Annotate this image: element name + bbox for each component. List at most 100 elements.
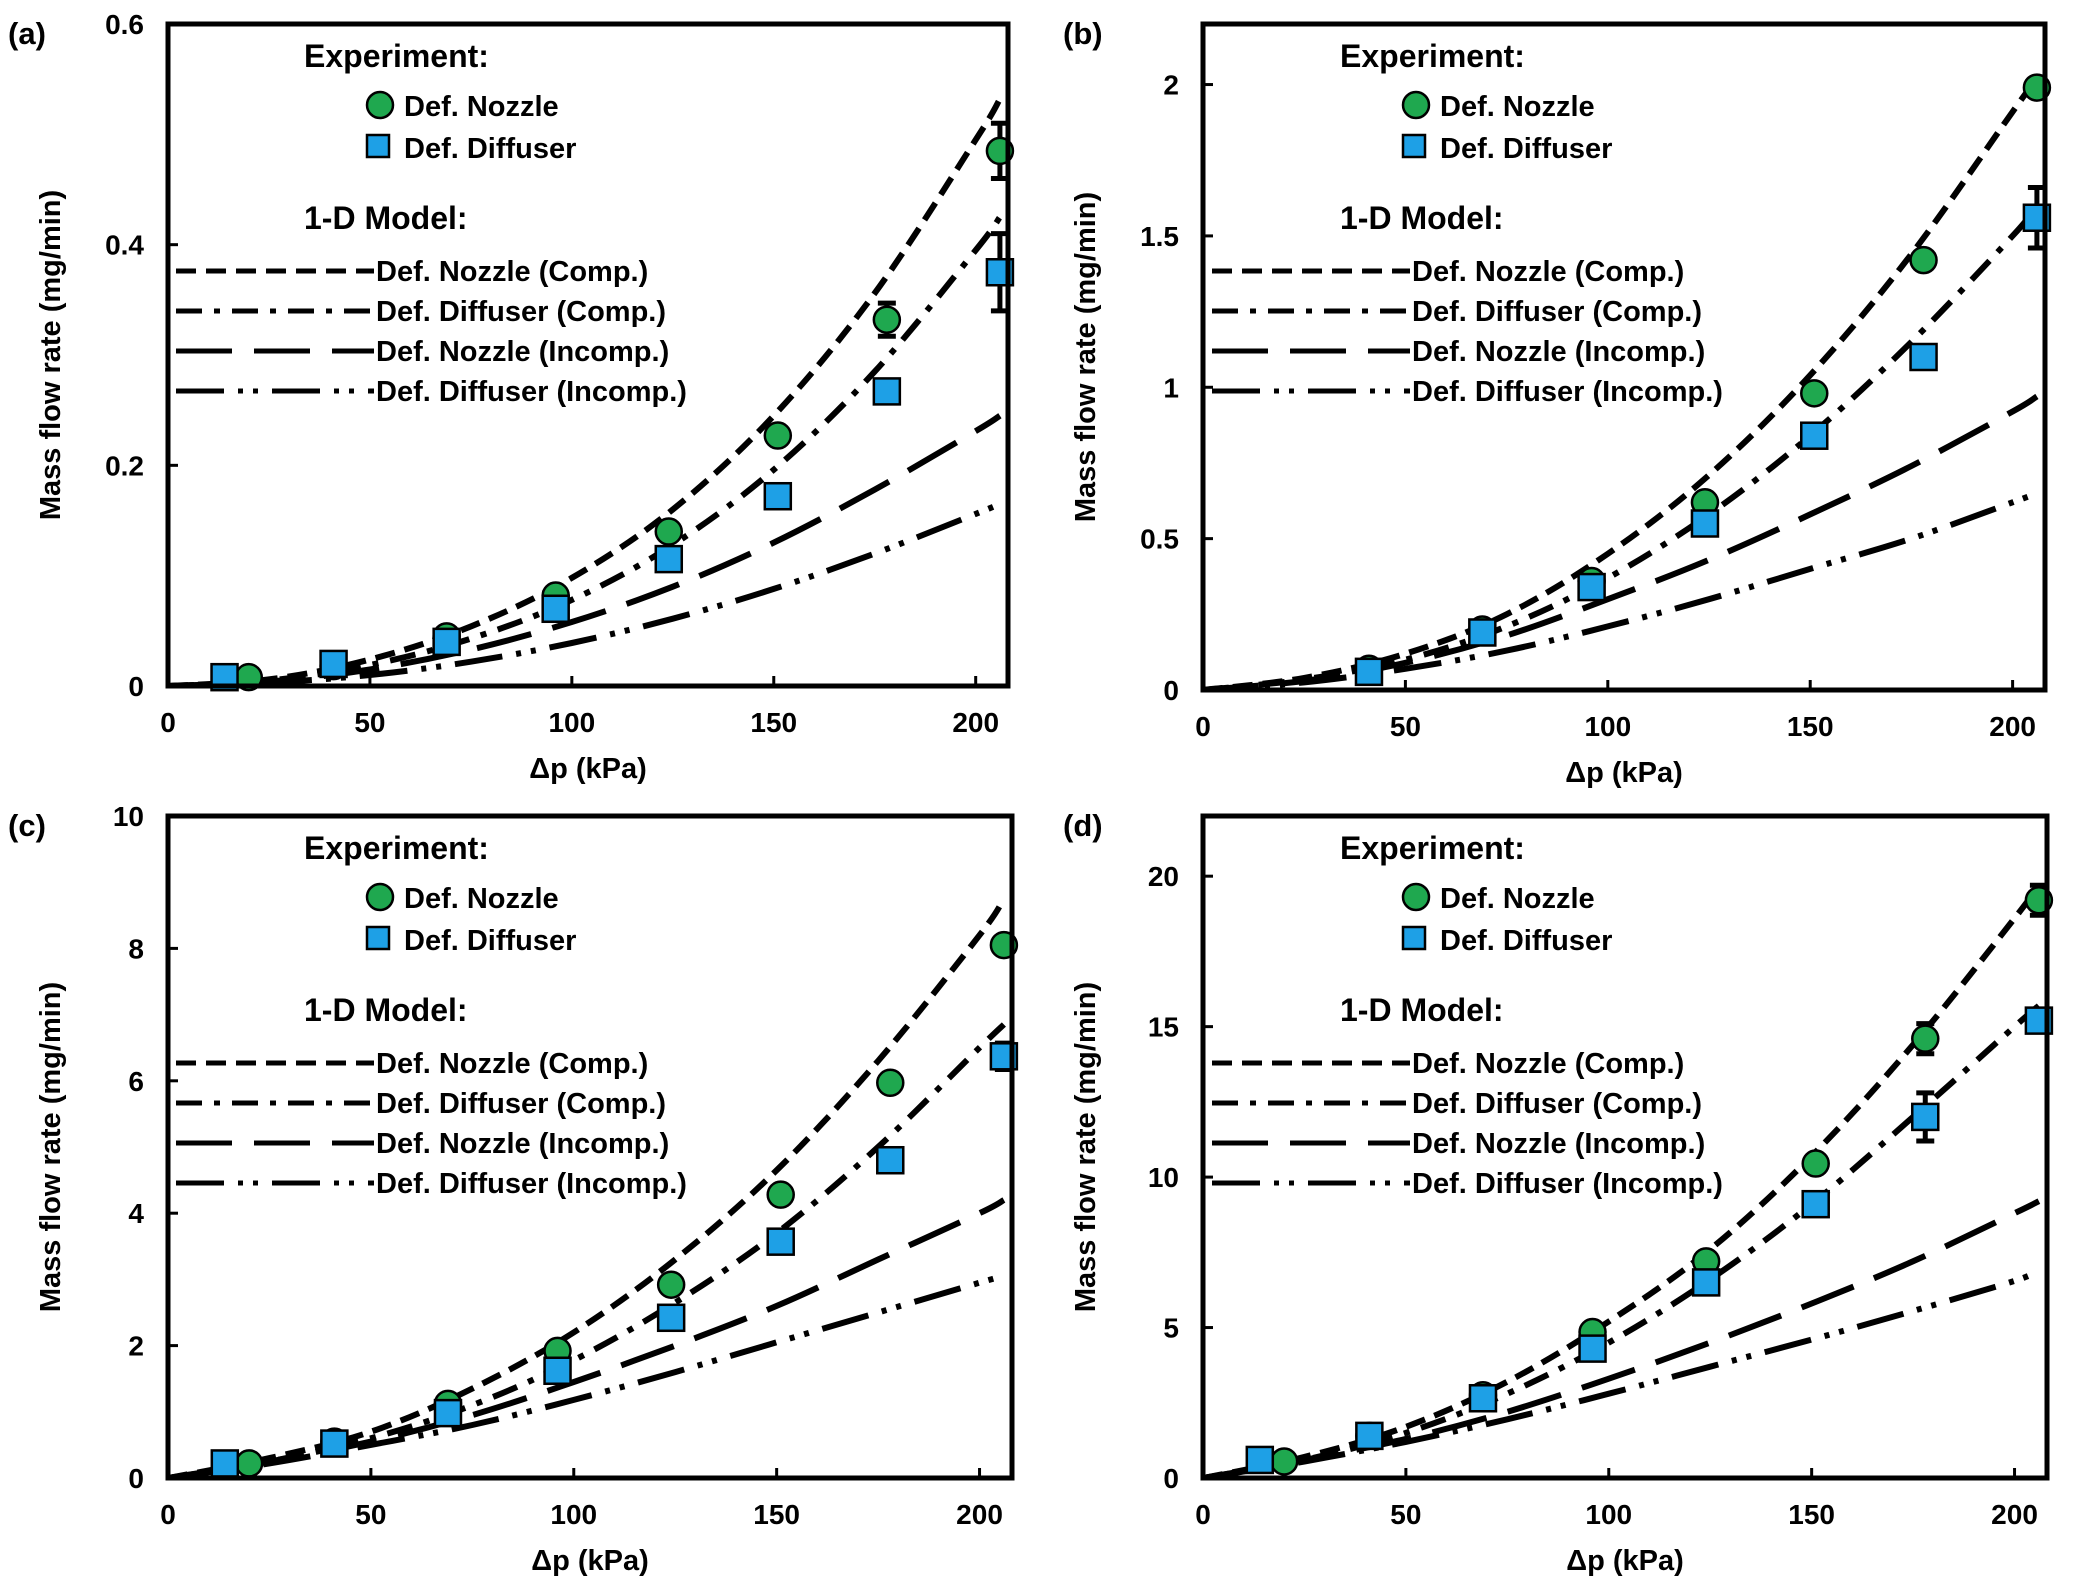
legend-entry-def-diffuser-comp: Def. Diffuser (Comp.) <box>1412 1088 1702 1120</box>
data-point-diffuser <box>433 1398 463 1428</box>
data-point-nozzle <box>1911 1024 1940 1053</box>
data-point-nozzle <box>1800 379 1829 408</box>
legend-entry-diffuser: Def. Diffuser <box>404 133 576 165</box>
panel-d-x-axis-label: Δp (kPa) <box>1566 1545 1684 1577</box>
legend-experiment-heading: Experiment: <box>1340 38 1525 74</box>
legend-entry-def-nozzle-incomp: Def. Nozzle (Incomp.) <box>376 336 669 368</box>
legend-entry-nozzle: Def. Nozzle <box>404 883 559 915</box>
data-point-diffuser <box>766 1227 795 1256</box>
data-point-diffuser <box>1355 1421 1384 1451</box>
legend-entry-def-nozzle-comp: Def. Nozzle (Comp.) <box>1412 256 1684 288</box>
y-tick-label: 1.5 <box>1140 221 1179 252</box>
legend-entry-nozzle: Def. Nozzle <box>404 91 559 123</box>
data-point-diffuser <box>320 1429 349 1458</box>
panel-a-axes-frame <box>165 21 1011 689</box>
data-point-diffuser <box>319 649 348 679</box>
legend-entry-diffuser: Def. Diffuser <box>1440 925 1612 957</box>
legend-entry-def-diffuser-incomp: Def. Diffuser (Incomp.) <box>376 1168 687 1200</box>
legend-entry-def-diffuser-comp: Def. Diffuser (Comp.) <box>376 296 666 328</box>
data-point-diffuser <box>543 1356 572 1386</box>
legend-marker-diffuser <box>365 925 391 951</box>
panel-c-axes-frame <box>165 813 1015 1481</box>
panel-a-curve-def-nozzle-incomp <box>168 413 1002 686</box>
x-tick-label: 100 <box>1585 1499 1632 1530</box>
x-tick-label: 50 <box>1390 1499 1421 1530</box>
x-tick-label: 200 <box>1991 1499 2038 1530</box>
data-point-diffuser <box>432 627 461 657</box>
legend-entry-def-nozzle-incomp: Def. Nozzle (Incomp.) <box>376 1128 669 1160</box>
x-tick-label: 0 <box>1195 711 1211 742</box>
y-tick-label: 2 <box>128 1331 144 1362</box>
panel-b-label: (b) <box>1063 16 1103 51</box>
legend-marker-nozzle <box>365 882 395 912</box>
x-tick-label: 0 <box>1195 1499 1211 1530</box>
legend-model-heading: 1-D Model: <box>304 992 468 1028</box>
data-point-diffuser <box>1354 657 1384 687</box>
legend-model-heading: 1-D Model: <box>1340 200 1504 236</box>
data-point-nozzle <box>872 305 902 334</box>
x-tick-label: 150 <box>1788 1499 1835 1530</box>
data-point-diffuser <box>1578 1334 1607 1363</box>
legend-entry-def-nozzle-incomp: Def. Nozzle (Incomp.) <box>1412 1128 1705 1160</box>
panel-c: (c) 0 50 100 150 200 0 2 4 6 8 10 Δp (kPa) Mass flow … <box>8 801 1019 1577</box>
legend-experiment-heading: Experiment: <box>304 830 489 866</box>
legend-entry-def-diffuser-comp: Def. Diffuser (Comp.) <box>1412 296 1702 328</box>
y-tick-label: 20 <box>1148 861 1179 892</box>
x-tick-label: 200 <box>952 707 999 738</box>
legend-entry-def-nozzle-comp: Def. Nozzle (Comp.) <box>376 1048 648 1080</box>
data-point-diffuser <box>1691 1268 1721 1297</box>
data-point-nozzle <box>876 1068 905 1098</box>
y-tick-label: 0 <box>1163 675 1179 706</box>
x-tick-label: 200 <box>1989 711 2036 742</box>
legend-entry-nozzle: Def. Nozzle <box>1440 883 1595 915</box>
panel-c-label: (c) <box>8 808 46 843</box>
data-point-diffuser <box>1468 618 1497 647</box>
data-point-nozzle <box>1909 245 1938 275</box>
panel-a: (a) 0 50 100 150 200 0 0.2 0.4 0.6 Δp (kPa) Mass fl… <box>8 9 1015 785</box>
x-tick-label: 150 <box>1787 711 1834 742</box>
legend-entry-diffuser: Def. Diffuser <box>404 925 576 957</box>
panel-b-curve-def-nozzle-incomp <box>1203 393 2039 690</box>
panel-a-label: (a) <box>8 16 46 51</box>
panel-d-label: (d) <box>1063 808 1103 843</box>
legend-marker-nozzle <box>365 90 395 120</box>
x-tick-label: 50 <box>1390 711 1421 742</box>
panel-b: (b) 0 50 100 150 200 0 0.5 1 1.5 2 Δp (kPa) Mass flo… <box>1063 16 2052 789</box>
panel-d: (d) 0 50 100 150 200 0 5 10 15 20 Δp (kPa) Mass flow… <box>1063 808 2054 1577</box>
y-tick-label: 0 <box>128 1463 144 1494</box>
data-point-nozzle <box>654 517 684 546</box>
panel-d-series-def-diffuser <box>1245 1006 2054 1475</box>
x-tick-label: 100 <box>550 1499 597 1530</box>
data-point-diffuser <box>1245 1445 1275 1475</box>
panel-d-legend: Experiment: Def. Nozzle Def. Diffuser 1-D M… <box>1212 830 1723 1200</box>
y-tick-label: 0.5 <box>1140 524 1179 555</box>
panel-c-y-axis-label: Mass flow rate (mg/min) <box>35 982 67 1312</box>
y-tick-label: 10 <box>113 801 144 832</box>
y-tick-label: 1 <box>1163 372 1179 403</box>
panel-d-axes-frame <box>1200 813 2050 1481</box>
panel-d-curve-def-nozzle-incomp <box>1203 1198 2041 1478</box>
x-tick-label: 50 <box>355 1499 386 1530</box>
legend-entry-def-diffuser-comp: Def. Diffuser (Comp.) <box>376 1088 666 1120</box>
y-tick-label: 0.6 <box>105 9 144 40</box>
legend-entry-def-nozzle-incomp: Def. Nozzle (Incomp.) <box>1412 336 1705 368</box>
data-point-diffuser <box>654 544 684 574</box>
panel-c-curve-def-nozzle-incomp <box>168 1197 1006 1478</box>
data-point-diffuser <box>1911 1102 1940 1132</box>
data-point-nozzle <box>656 1270 686 1299</box>
data-point-diffuser <box>1801 1189 1830 1219</box>
legend-entry-diffuser: Def. Diffuser <box>1440 133 1612 165</box>
data-point-diffuser <box>1800 421 1829 450</box>
x-tick-label: 0 <box>160 707 176 738</box>
data-point-diffuser <box>876 1145 905 1175</box>
panel-b-y-axis-label: Mass flow rate (mg/min) <box>1070 192 1102 522</box>
panel-b-x-axis-label: Δp (kPa) <box>1565 757 1683 789</box>
panel-b-axes-frame <box>1200 21 2048 693</box>
legend-entry-def-diffuser-incomp: Def. Diffuser (Incomp.) <box>1412 1168 1723 1200</box>
x-tick-label: 0 <box>160 1499 176 1530</box>
legend-marker-diffuser <box>365 133 391 159</box>
legend-marker-diffuser <box>1401 925 1427 951</box>
panel-a-x-axis-label: Δp (kPa) <box>529 753 647 785</box>
x-tick-label: 100 <box>548 707 595 738</box>
